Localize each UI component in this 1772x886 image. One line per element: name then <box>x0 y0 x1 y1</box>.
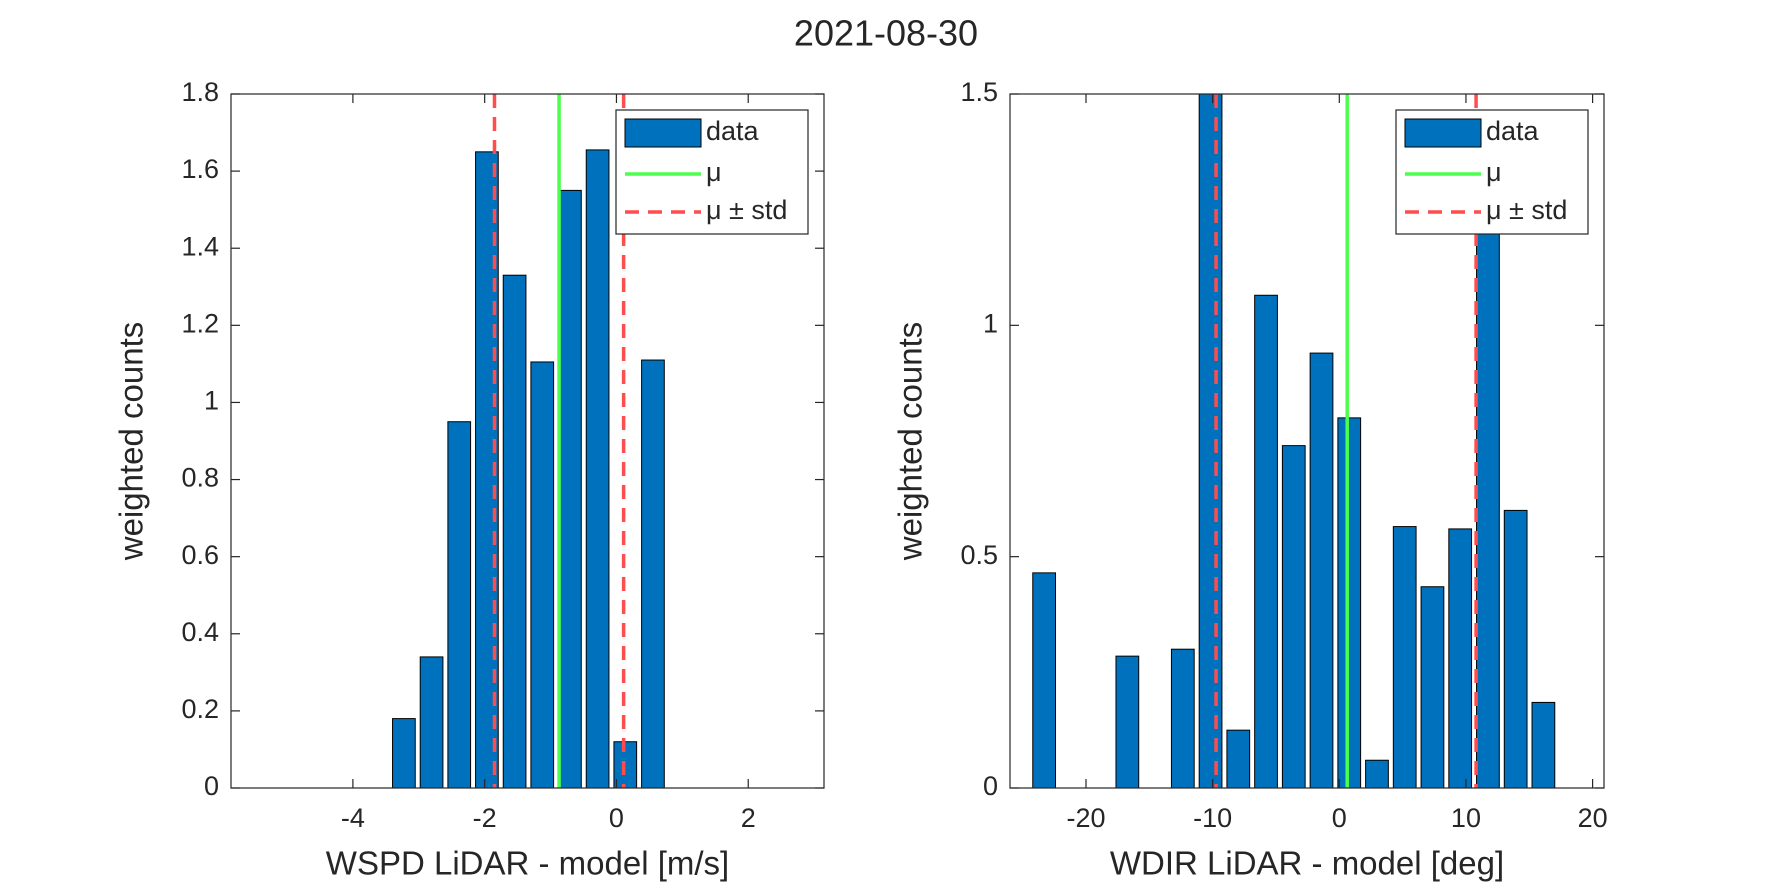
bar <box>1170 648 1195 789</box>
x-tick-label: 10 <box>1451 803 1481 833</box>
bar <box>641 359 665 789</box>
x-axis-label: WDIR LiDAR - model [deg] <box>1110 845 1504 882</box>
x-tick-label: 0 <box>609 803 624 833</box>
bar <box>558 189 582 789</box>
bar <box>1115 655 1140 789</box>
bar <box>585 149 610 789</box>
bar <box>502 274 527 789</box>
y-tick-label: 1.4 <box>181 231 219 261</box>
legend-label: μ ± std <box>706 195 787 225</box>
legend-label: μ ± std <box>1486 195 1567 225</box>
figure-title: 2021-08-30 <box>794 13 978 54</box>
axes: -20 -10 0 10 20 0 0.5 1 1.5 WDIR LiDAR - model [d… <box>892 77 1608 882</box>
y-tick-label: 0.6 <box>181 540 219 570</box>
axes: -4 -2 0 2 0 0.2 0.4 0.6 0.8 1 1.2 1.4 1.6 1.8 WSPD LiD… <box>113 77 825 882</box>
bar <box>1503 509 1528 789</box>
bar <box>1392 526 1417 789</box>
legend-swatch <box>624 118 702 148</box>
bar <box>1226 729 1251 789</box>
y-tick-label: 0 <box>983 771 998 801</box>
bar <box>1365 759 1389 789</box>
bar <box>1448 528 1473 789</box>
bar <box>1198 93 1223 789</box>
y-tick-label: 0.8 <box>181 463 219 493</box>
x-tick-label: -4 <box>341 803 365 833</box>
x-tick-label: 2 <box>741 803 756 833</box>
bar <box>1531 701 1556 789</box>
legend: data μ μ ± std <box>1395 109 1589 235</box>
legend: data μ μ ± std <box>615 109 809 235</box>
x-axis-label: WSPD LiDAR - model [m/s] <box>326 845 729 882</box>
bar <box>1476 225 1500 789</box>
bar <box>1254 294 1278 789</box>
y-axis-label: weighted counts <box>892 322 929 562</box>
y-tick-label: 1.6 <box>181 154 219 184</box>
bar <box>1337 417 1362 789</box>
y-tick-label: 1.8 <box>181 77 219 107</box>
bar <box>1281 445 1306 789</box>
x-tick-label: 20 <box>1578 803 1608 833</box>
bar <box>447 421 472 789</box>
y-tick-label: 1.2 <box>181 308 219 338</box>
legend-label: μ <box>1486 157 1502 187</box>
y-tick-label: 1.5 <box>960 77 998 107</box>
bar <box>392 718 416 789</box>
bar <box>419 656 444 789</box>
y-axis-label: weighted counts <box>113 322 150 562</box>
x-tick-label: -2 <box>473 803 497 833</box>
legend-label: data <box>1486 116 1540 146</box>
legend-label: data <box>706 116 760 146</box>
y-tick-label: 0.4 <box>181 617 219 647</box>
y-tick-label: 1 <box>204 386 219 416</box>
bar <box>1309 352 1334 789</box>
x-tick-label: 0 <box>1332 803 1347 833</box>
axes-box <box>1009 93 1605 789</box>
y-tick-label: 0 <box>204 771 219 801</box>
bar <box>530 361 555 789</box>
y-tick-label: 0.2 <box>181 694 219 724</box>
legend-swatch <box>1404 118 1482 148</box>
x-tick-label: -20 <box>1066 803 1105 833</box>
legend-label: μ <box>706 157 722 187</box>
bar <box>1420 586 1445 789</box>
y-tick-label: 1 <box>983 308 998 338</box>
x-tick-label: -10 <box>1193 803 1232 833</box>
axes-box <box>230 93 825 789</box>
y-tick-label: 0.5 <box>960 540 998 570</box>
bar <box>1032 572 1057 789</box>
